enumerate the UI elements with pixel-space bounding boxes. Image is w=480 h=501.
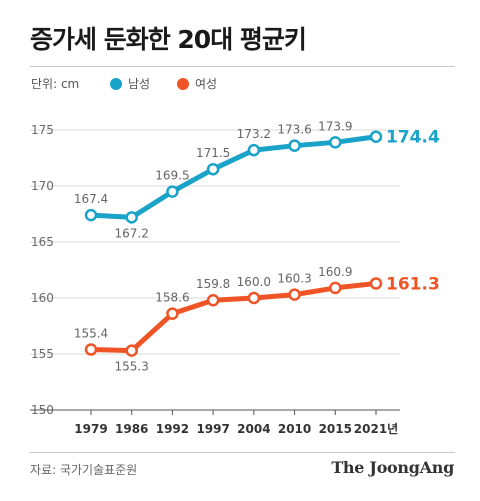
data-point-female: [288, 288, 301, 301]
data-point-male: [206, 162, 220, 176]
legend-item-female: 여성: [177, 75, 217, 92]
source-note: 자료: 국가기술표준원: [30, 463, 138, 477]
data-label-female: 160.0: [237, 275, 271, 289]
data-point-male: [329, 136, 342, 149]
data-point-female: [329, 281, 342, 295]
y-tick-label: 160: [31, 291, 54, 305]
x-tick-label: 2010: [278, 422, 311, 436]
data-point-male: [84, 208, 98, 222]
title-divider: [30, 66, 455, 67]
data-label-female: 158.6: [155, 291, 189, 305]
x-tick-label: 1986: [115, 422, 148, 436]
y-tick-label: 155: [31, 347, 54, 361]
data-label-male: 173.6: [277, 123, 311, 137]
data-label-male: 169.5: [155, 169, 189, 183]
series-line-male: [88, 134, 379, 220]
x-tick-label: 1979: [74, 422, 107, 436]
footer-divider: [30, 452, 455, 453]
legend-male-label: 남성: [128, 77, 151, 91]
y-tick-label: 175: [31, 123, 54, 137]
data-point-male: [369, 130, 383, 143]
publisher-logo: The JoongAng: [331, 458, 454, 477]
x-tick-label: 2015: [319, 422, 352, 436]
end-value-label-male: 174.4: [386, 128, 440, 148]
x-tick-label: 1997: [196, 422, 229, 436]
chart-title: 증가세 둔화한 20대 평균키: [30, 25, 307, 54]
data-point-male: [288, 139, 301, 152]
unit-label: 단위: cm: [31, 77, 80, 91]
data-label-male: 167.4: [74, 192, 108, 206]
data-point-female: [369, 277, 383, 290]
data-point-female: [125, 344, 138, 357]
data-point-male: [125, 211, 138, 224]
end-value-label-female: 161.3: [386, 274, 440, 294]
legend-item-male: 남성: [110, 75, 150, 92]
legend-male-dot: [110, 77, 122, 90]
data-label-male: 173.2: [237, 127, 271, 141]
data-label-female: 155.4: [74, 327, 108, 341]
data-label-male: 167.2: [115, 226, 149, 240]
series-line-female: [88, 280, 379, 354]
data-point-female: [247, 291, 261, 305]
legend-female-dot: [177, 77, 189, 90]
y-tick-label: 170: [31, 179, 54, 193]
x-tick-label: 2021년: [354, 422, 398, 436]
data-label-female: 159.8: [196, 277, 230, 291]
data-point-female: [166, 307, 179, 320]
x-tick-label: 2004: [237, 422, 270, 436]
data-point-female: [84, 343, 98, 356]
data-label-female: 160.3: [277, 272, 311, 286]
data-label-male: 171.5: [196, 146, 230, 160]
legend-female-label: 여성: [195, 77, 218, 91]
data-point-female: [206, 293, 220, 307]
data-label-female: 155.3: [115, 360, 149, 374]
y-tick-label: 165: [31, 235, 54, 249]
data-point-male: [247, 143, 261, 157]
data-point-male: [166, 185, 179, 198]
data-label-male: 173.9: [318, 119, 352, 133]
data-label-female: 160.9: [318, 265, 352, 279]
x-tick-label: 1992: [156, 422, 189, 436]
